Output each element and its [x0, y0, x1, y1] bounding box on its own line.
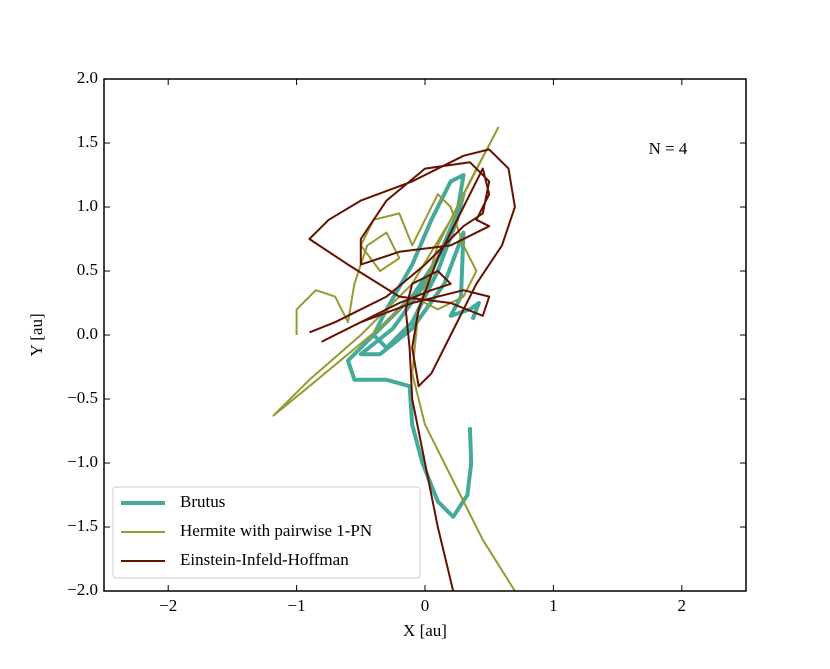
- y-tick-label: −2.0: [67, 580, 98, 599]
- y-axis-label: Y [au]: [27, 313, 46, 356]
- y-tick-label: −1.5: [67, 516, 98, 535]
- legend-label: Brutus: [180, 492, 225, 511]
- y-tick-label: −1.0: [67, 452, 98, 471]
- x-tick-label: 1: [549, 596, 558, 615]
- y-tick-label: 1.5: [77, 132, 98, 151]
- annotation: N = 4: [649, 139, 688, 158]
- x-axis-label: X [au]: [403, 621, 447, 640]
- trajectory: [308, 148, 516, 591]
- y-tick-label: 1.0: [77, 196, 98, 215]
- y-tick-label: 0.5: [77, 260, 98, 279]
- trajectory: [272, 126, 516, 591]
- y-tick-label: 2.0: [77, 68, 98, 87]
- plot-area: [272, 126, 516, 591]
- x-tick-label: 0: [421, 596, 430, 615]
- y-tick-label: −0.5: [67, 388, 98, 407]
- legend-box: [112, 486, 421, 579]
- legend-label: Einstein-Infeld-Hoffman: [180, 550, 349, 569]
- x-tick-label: −1: [288, 596, 306, 615]
- y-tick-label: 0.0: [77, 324, 98, 343]
- legend-label: Hermite with pairwise 1-PN: [180, 521, 372, 540]
- x-tick-label: 2: [678, 596, 687, 615]
- x-tick-label: −2: [159, 596, 177, 615]
